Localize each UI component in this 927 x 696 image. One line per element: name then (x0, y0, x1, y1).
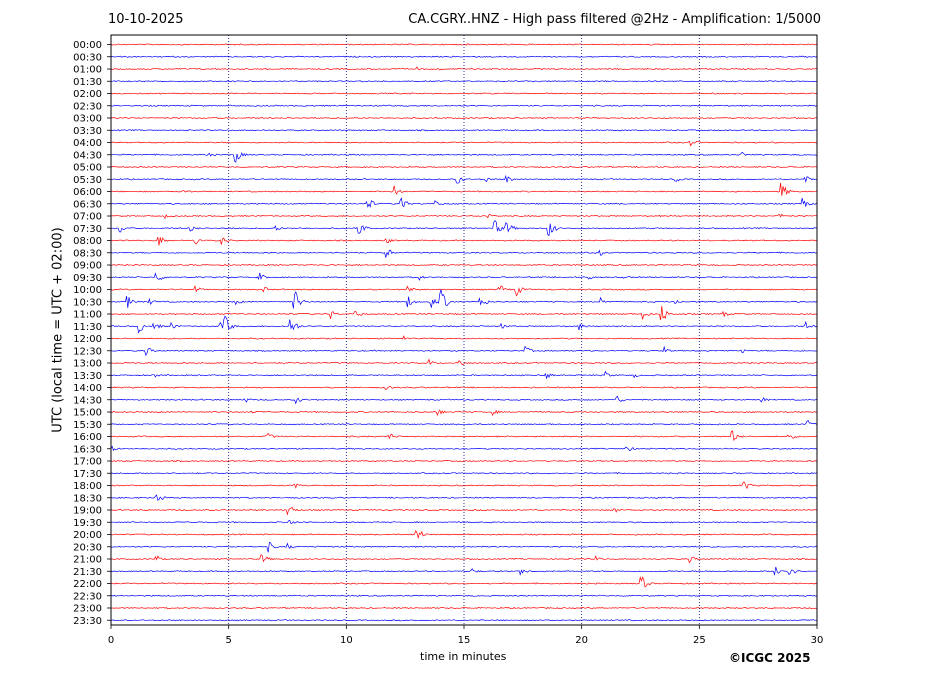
date-label: 10-10-2025 (108, 12, 184, 27)
trace-0600 (110, 182, 817, 196)
y-tick-label: 01:30 (73, 77, 102, 88)
trace-2030 (110, 541, 817, 553)
x-tick-label: 10 (340, 635, 353, 646)
trace-1130 (110, 315, 817, 334)
y-tick-label: 05:00 (73, 163, 102, 174)
y-tick-label: 03:00 (73, 114, 102, 125)
y-tick-label: 08:30 (73, 248, 102, 259)
y-tick-label: 11:30 (73, 322, 102, 333)
y-tick-label: 18:30 (73, 493, 102, 504)
y-tick-label: 15:30 (73, 420, 102, 431)
x-tick-label: 20 (575, 635, 588, 646)
y-tick-label: 03:30 (73, 126, 102, 137)
copyright-label: ©ICGC 2025 (729, 651, 811, 665)
trace-2100 (110, 554, 817, 564)
y-tick-label: 23:30 (73, 616, 102, 627)
trace-0630 (110, 197, 817, 208)
y-tick-label: 01:00 (73, 65, 102, 76)
trace-0700 (110, 213, 817, 220)
y-tick-label: 16:00 (73, 432, 102, 443)
y-tick-label: 23:00 (73, 604, 102, 615)
y-tick-label: 12:30 (73, 346, 102, 357)
trace-1600 (110, 430, 817, 442)
trace-0300 (110, 116, 817, 120)
y-tick-label: 18:00 (73, 481, 102, 492)
trace-2000 (110, 529, 817, 540)
y-tick-label: 12:00 (73, 334, 102, 345)
y-tick-label: 07:30 (73, 224, 102, 235)
y-axis-label: UTC (local time = UTC + 02:00) (50, 227, 66, 433)
x-tick-label: 25 (693, 635, 706, 646)
trace-1900 (110, 506, 817, 516)
y-tick-label: 21:30 (73, 567, 102, 578)
trace-0230 (110, 104, 817, 107)
x-tick-label: 30 (811, 635, 824, 646)
y-tick-label: 21:00 (73, 555, 102, 566)
y-tick-label: 14:00 (73, 383, 102, 394)
trace-1430 (110, 395, 817, 405)
trace-0830 (110, 249, 817, 258)
y-tick-label: 00:00 (73, 40, 102, 51)
y-tick-label: 06:30 (73, 199, 102, 210)
y-tick-label: 15:00 (73, 408, 102, 419)
x-tick-label: 0 (108, 635, 114, 646)
y-tick-label: 08:00 (73, 236, 102, 247)
grid-lines (228, 35, 700, 625)
trace-1500 (110, 409, 817, 417)
y-tick-label: 09:00 (73, 261, 102, 272)
trace-0400 (110, 140, 817, 147)
y-tick-label: 11:00 (73, 310, 102, 321)
trace-0200 (110, 92, 817, 95)
trace-2130 (110, 566, 817, 576)
y-tick-label: 13:30 (73, 371, 102, 382)
trace-1000 (110, 284, 817, 297)
y-tick-label: 04:00 (73, 138, 102, 149)
y-tick-label: 09:30 (73, 273, 102, 284)
trace-1530 (110, 420, 817, 426)
trace-0130 (110, 80, 817, 83)
y-tick-label: 10:00 (73, 285, 102, 296)
y-tick-label: 22:00 (73, 579, 102, 590)
y-tick-label: 05:30 (73, 175, 102, 186)
y-tick-label: 16:30 (73, 444, 102, 455)
x-tick-label: 15 (458, 635, 471, 646)
y-tick-label: 04:30 (73, 150, 102, 161)
y-tick-label: 17:00 (73, 457, 102, 468)
y-tick-label: 20:30 (73, 542, 102, 553)
chart-title: CA.CGRY..HNZ - High pass filtered @2Hz -… (408, 12, 821, 27)
y-tick-label: 02:00 (73, 89, 102, 100)
x-tick-label: 5 (225, 635, 231, 646)
trace-0800 (110, 237, 817, 246)
x-axis-ticks: 0 5 10 15 20 25 30 (108, 625, 824, 646)
y-tick-label: 22:30 (73, 591, 102, 602)
plot-frame (110, 34, 818, 626)
y-tick-label: 00:30 (73, 52, 102, 63)
y-tick-label: 07:00 (73, 212, 102, 223)
trace-0930 (110, 272, 817, 281)
trace-0430 (110, 151, 817, 163)
y-tick-label: 20:00 (73, 530, 102, 541)
y-tick-label: 19:00 (73, 506, 102, 517)
y-tick-label: 13:00 (73, 359, 102, 370)
trace-0900 (110, 263, 817, 267)
trace-0330 (110, 129, 817, 132)
y-tick-label: 06:00 (73, 187, 102, 198)
trace-0730 (110, 220, 817, 237)
y-tick-label: 10:30 (73, 297, 102, 308)
y-tick-label: 14:30 (73, 395, 102, 406)
y-tick-label: 19:30 (73, 518, 102, 529)
y-tick-label: 17:30 (73, 469, 102, 480)
x-axis-label: time in minutes (420, 650, 507, 663)
trace-2200 (110, 576, 817, 588)
y-tick-label: 02:30 (73, 101, 102, 112)
